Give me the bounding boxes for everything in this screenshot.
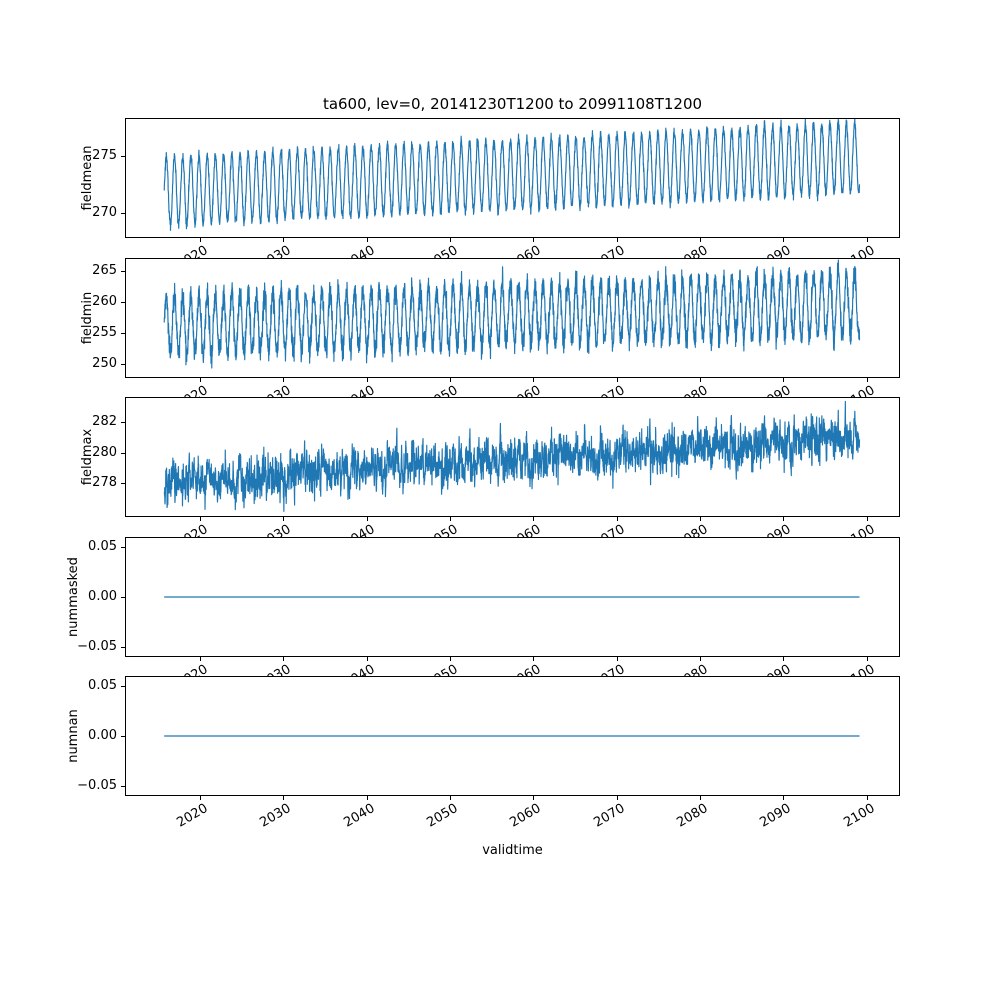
y-tick-label: 0.05 <box>88 538 117 554</box>
x-tick-mark <box>616 238 618 242</box>
x-tick-mark <box>866 517 868 522</box>
y-tick-mark <box>121 646 125 648</box>
x-tick-mark <box>283 517 285 522</box>
x-tick-mark <box>533 238 535 242</box>
y-axis-label-numnan: numnan <box>65 709 81 764</box>
x-tick-mark <box>616 517 618 522</box>
axes-numnan <box>125 676 900 797</box>
y-tick-mark <box>121 302 125 304</box>
x-tick-mark <box>366 656 368 661</box>
x-tick-mark <box>450 238 451 242</box>
x-tick-mark <box>366 796 368 801</box>
y-tick-label: 265 <box>92 263 117 279</box>
y-tick-label: 0.00 <box>88 588 117 604</box>
x-tick-mark <box>200 796 201 801</box>
x-tick-mark <box>533 656 535 661</box>
y-tick-label: 260 <box>92 294 117 310</box>
axes-fieldmax <box>125 397 900 518</box>
x-tick-mark <box>533 377 535 382</box>
x-tick-mark <box>200 517 201 522</box>
x-tick-mark <box>783 238 785 242</box>
line-series-fieldmean <box>163 119 861 231</box>
y-tick-mark <box>121 786 125 788</box>
x-tick-mark <box>783 656 785 661</box>
x-tick-mark <box>450 796 451 801</box>
y-tick-mark <box>121 271 125 273</box>
plot-area-fieldmax <box>163 401 861 513</box>
x-tick-mark <box>283 238 285 242</box>
x-tick-mark <box>700 796 701 801</box>
y-tick-label: 282 <box>92 413 117 429</box>
plot-area-fieldmean <box>163 119 861 231</box>
x-tick-mark <box>200 377 201 382</box>
x-tick-mark <box>450 517 451 522</box>
x-tick-mark <box>616 377 618 382</box>
axes-nummasked <box>125 536 900 657</box>
y-tick-mark <box>121 483 125 485</box>
y-tick-label: −0.05 <box>77 638 117 654</box>
x-tick-mark <box>533 796 535 801</box>
x-tick-mark <box>783 377 785 382</box>
y-tick-label: 278 <box>92 475 117 491</box>
y-axis-label-fieldmin: fieldmin <box>80 291 96 344</box>
y-tick-label: 250 <box>92 356 117 371</box>
x-tick-mark <box>783 796 785 801</box>
y-tick-mark <box>121 213 125 214</box>
x-tick-mark <box>866 796 868 801</box>
y-tick-label: 280 <box>92 444 117 460</box>
x-tick-mark <box>783 517 785 522</box>
axes-fieldmean <box>125 118 900 238</box>
x-tick-mark <box>450 377 451 382</box>
y-axis-label-fieldmean: fieldmean <box>80 145 96 211</box>
x-tick-mark <box>533 517 535 522</box>
chart-title: ta600, lev=0, 20141230T1200 to 20991108T… <box>322 95 703 113</box>
x-tick-mark <box>200 238 201 242</box>
x-tick-mark <box>366 377 368 382</box>
x-tick-mark <box>700 656 701 661</box>
x-tick-mark <box>450 656 451 661</box>
y-tick-mark <box>121 736 125 738</box>
axes-fieldmin <box>125 257 900 378</box>
y-tick-mark <box>121 156 125 158</box>
plot-area-nummasked <box>163 596 860 598</box>
y-tick-mark <box>121 596 125 598</box>
line-series-fieldmin <box>163 259 861 369</box>
y-axis-label-nummasked: nummasked <box>65 556 81 637</box>
x-tick-mark <box>616 796 618 801</box>
y-tick-mark <box>121 421 125 423</box>
y-tick-mark <box>121 333 125 335</box>
x-tick-mark <box>866 377 868 382</box>
x-tick-mark <box>366 517 368 522</box>
x-tick-mark <box>283 656 285 661</box>
y-tick-label: 0.00 <box>88 728 117 744</box>
y-tick-label: 275 <box>92 148 117 164</box>
x-tick-mark <box>616 656 618 661</box>
x-axis-title: validtime <box>482 843 543 858</box>
x-tick-mark <box>366 238 368 242</box>
y-axis-label-fieldmax: fieldmax <box>80 429 96 486</box>
plot-area-numnan <box>163 735 860 737</box>
x-tick-mark <box>283 796 285 801</box>
y-tick-mark <box>121 452 125 454</box>
y-tick-label: 0.05 <box>88 678 117 694</box>
plot-area-fieldmin <box>163 259 861 369</box>
x-tick-mark <box>700 517 701 522</box>
y-tick-label: 270 <box>92 205 117 220</box>
y-tick-mark <box>121 686 125 688</box>
y-tick-label: −0.05 <box>77 778 117 794</box>
y-tick-label: 255 <box>92 325 117 341</box>
x-tick-mark <box>866 656 868 661</box>
x-tick-mark <box>200 656 201 661</box>
x-tick-mark <box>283 377 285 382</box>
y-tick-mark <box>121 364 125 365</box>
x-tick-mark <box>700 377 701 382</box>
x-tick-mark <box>700 238 701 242</box>
line-series-fieldmax <box>163 401 861 513</box>
y-tick-mark <box>121 546 125 548</box>
x-tick-mark <box>866 238 868 242</box>
